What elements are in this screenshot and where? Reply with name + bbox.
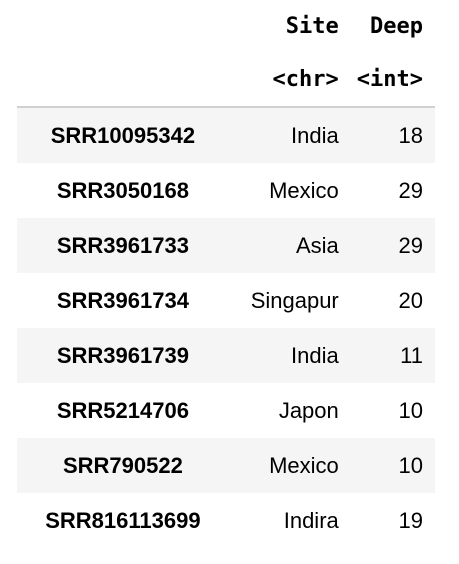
row-name: SRR5214706 <box>56 397 189 423</box>
row-name: SRR816113699 <box>45 507 201 533</box>
cell-deep: 18 <box>398 122 423 148</box>
cell-site: India <box>291 342 339 368</box>
row-name: SRR3961739 <box>56 342 189 368</box>
table-header: Site Deep <chr> <int> <box>17 0 435 108</box>
type-corner <box>17 52 229 108</box>
cell-site: Indira <box>283 507 339 533</box>
table-row: SRR3961733 Asia 29 <box>17 218 435 273</box>
table-row: SRR3961739 India 11 <box>17 328 435 383</box>
cell-site: Japon <box>278 397 339 423</box>
header-corner <box>17 0 229 52</box>
data-table: Site Deep <chr> <int> SRR10095342 India … <box>17 0 435 548</box>
row-name: SRR790522 <box>62 452 183 478</box>
cell-site: Singapur <box>250 287 339 313</box>
cell-site: Asia <box>295 232 339 258</box>
cell-site: Mexico <box>269 177 339 203</box>
column-header-site: Site <box>285 13 339 39</box>
header-type-row: <chr> <int> <box>17 52 435 108</box>
column-header-deep: Deep <box>370 13 423 39</box>
cell-site: Mexico <box>269 452 339 478</box>
cell-deep: 20 <box>398 287 423 313</box>
row-name: SRR3961733 <box>56 232 189 258</box>
cell-deep: 19 <box>398 507 423 533</box>
table-row: SRR816113699 Indira 19 <box>17 493 435 548</box>
table-row: SRR3961734 Singapur 20 <box>17 273 435 328</box>
table-row: SRR790522 Mexico 10 <box>17 438 435 493</box>
cell-deep: 29 <box>398 232 423 258</box>
row-name: SRR3050168 <box>56 177 189 203</box>
row-name: SRR3961734 <box>56 287 189 313</box>
table-row: SRR3050168 Mexico 29 <box>17 163 435 218</box>
table-row: SRR10095342 India 18 <box>17 107 435 163</box>
cell-deep: 11 <box>400 342 423 368</box>
header-name-row: Site Deep <box>17 0 435 52</box>
cell-deep: 10 <box>398 397 423 423</box>
table-body: SRR10095342 India 18 SRR3050168 Mexico 2… <box>17 107 435 548</box>
row-name: SRR10095342 <box>50 122 196 148</box>
cell-deep: 10 <box>398 452 423 478</box>
column-type-deep: <int> <box>350 52 435 108</box>
cell-site: India <box>291 122 339 148</box>
table-row: SRR5214706 Japon 10 <box>17 383 435 438</box>
cell-deep: 29 <box>398 177 423 203</box>
column-type-site: <chr> <box>228 52 351 108</box>
